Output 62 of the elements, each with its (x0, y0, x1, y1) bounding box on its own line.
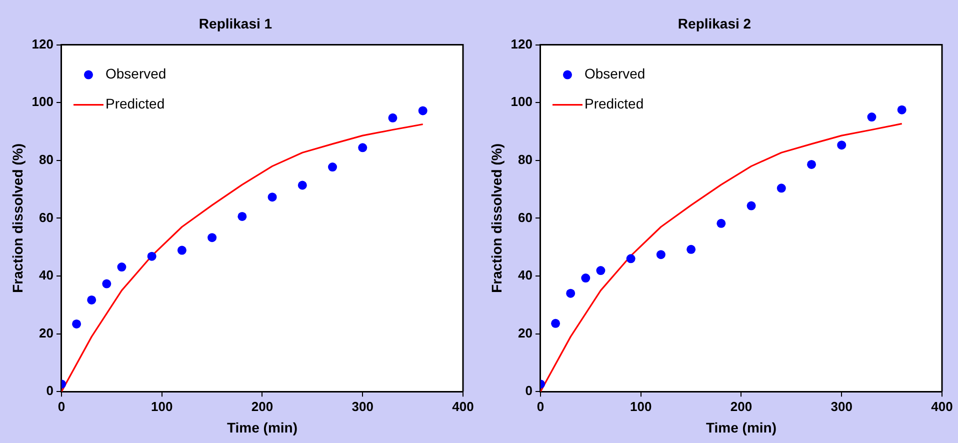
x-tick-label: 200 (251, 398, 274, 414)
point (418, 106, 428, 116)
point (388, 113, 398, 122)
y-tick-label: 40 (518, 268, 532, 283)
point (72, 319, 82, 328)
y-tick-label: 40 (39, 268, 54, 283)
y-tick-label: 0 (46, 383, 54, 398)
chart-title: Replikasi 2 (678, 15, 752, 32)
point (238, 212, 247, 221)
point (117, 262, 126, 272)
point (867, 112, 876, 122)
point (807, 160, 816, 169)
legend-label: Predicted (105, 96, 165, 112)
point (268, 192, 277, 202)
point (87, 295, 96, 304)
point (551, 318, 560, 328)
point (897, 105, 906, 114)
point (298, 180, 307, 190)
y-tick-label: 120 (510, 36, 532, 52)
point (716, 218, 726, 228)
y-tick-label: 60 (39, 210, 54, 225)
x-tick-label: 200 (730, 398, 752, 414)
x-tick-label: 400 (931, 398, 953, 414)
y-tick-label: 60 (518, 210, 532, 225)
legend-label: Predicted (584, 96, 644, 112)
chart-title: Replikasi 1 (198, 15, 272, 32)
point (626, 254, 636, 264)
point (656, 250, 666, 260)
y-tick-label: 120 (32, 36, 54, 52)
point (686, 244, 696, 254)
x-tick-label: 0 (536, 398, 544, 414)
point (566, 288, 576, 298)
point (147, 252, 156, 261)
point (102, 279, 112, 288)
x-tick-label: 100 (630, 398, 652, 414)
y-tick-label: 0 (525, 383, 532, 398)
point (581, 274, 590, 283)
x-tick-label: 0 (58, 398, 66, 414)
y-axis-title: Fraction dissolved (%) (488, 144, 504, 293)
x-tick-label: 300 (352, 398, 374, 414)
y-tick-label: 100 (510, 94, 532, 110)
y-axis-title: Fraction dissolved (%) (9, 144, 26, 293)
y-tick-label: 20 (518, 325, 532, 340)
point (746, 201, 756, 210)
point (776, 184, 786, 193)
x-tick-label: 300 (830, 398, 852, 414)
point (596, 266, 606, 276)
y-tick-label: 80 (518, 152, 532, 167)
point (358, 143, 368, 152)
x-axis-title: Time (min) (706, 419, 777, 436)
x-axis-title: Time (min) (226, 419, 298, 436)
point (177, 246, 186, 255)
point (208, 233, 217, 242)
y-tick-label: 20 (39, 325, 54, 340)
legend-label: Observed (105, 66, 166, 82)
legend-label: Observed (584, 66, 646, 82)
y-tick-label: 80 (39, 152, 54, 167)
point (837, 140, 846, 150)
point (328, 162, 338, 172)
x-tick-label: 100 (151, 398, 173, 414)
y-tick-label: 100 (32, 94, 54, 110)
x-tick-label: 400 (452, 398, 474, 414)
